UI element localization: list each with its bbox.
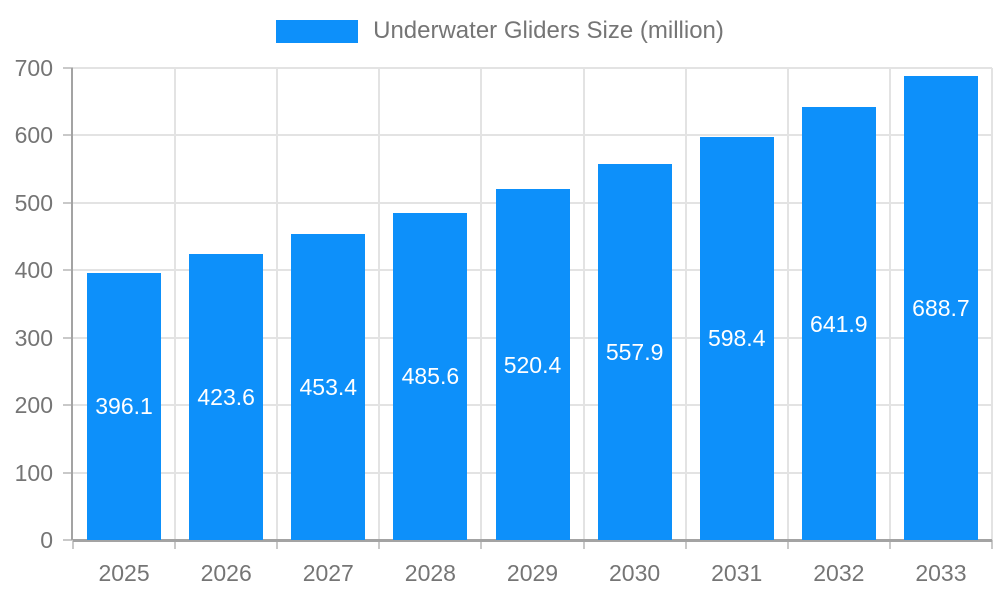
legend-label: Underwater Gliders Size (million) [373, 17, 724, 44]
gridline-vertical [582, 68, 585, 540]
x-axis-tick-mark [888, 540, 891, 549]
x-axis-tick-label: 2033 [915, 560, 967, 586]
y-axis-tick-label: 200 [14, 392, 53, 419]
x-axis-tick-mark [582, 540, 585, 549]
y-axis-tick-label: 600 [14, 122, 53, 149]
bar-2025[interactable]: 396.1 [87, 272, 162, 540]
legend-item[interactable]: Underwater Gliders Size (million) [0, 17, 1000, 45]
gridline-vertical [684, 68, 687, 540]
bar-value-label: 520.4 [503, 351, 562, 378]
bar-value-label: 453.4 [299, 374, 358, 401]
x-axis-tick-label: 2031 [711, 560, 763, 586]
x-axis-tick-mark [786, 540, 789, 549]
x-axis-tick-mark [276, 540, 279, 549]
bar-2029[interactable]: 520.4 [495, 189, 570, 540]
y-axis-tick-label: 0 [40, 527, 53, 553]
gridline-vertical [991, 68, 993, 540]
y-axis-tick-label: 500 [14, 189, 53, 216]
y-axis-tick-mark [63, 539, 73, 541]
bar-2027[interactable]: 453.4 [291, 234, 366, 540]
gridline-vertical [174, 68, 177, 540]
x-axis-tick-mark [72, 540, 74, 549]
gridline-horizontal [73, 134, 992, 137]
gridline-vertical [786, 68, 789, 540]
bar-2031[interactable]: 598.4 [699, 136, 774, 540]
bar-value-label: 423.6 [197, 384, 255, 411]
y-axis-tick-label: 300 [14, 324, 53, 351]
bar-2033[interactable]: 688.7 [903, 75, 978, 540]
x-axis-tick-mark [684, 540, 687, 549]
y-axis-tick-label: 700 [14, 55, 53, 81]
y-axis-tick-label: 100 [14, 459, 53, 486]
x-axis-tick-label: 2026 [200, 560, 252, 586]
bar-2026[interactable]: 423.6 [189, 254, 264, 540]
y-axis-tick-mark [63, 201, 73, 204]
y-axis-tick-mark [63, 471, 73, 474]
x-axis-tick-mark [991, 540, 993, 549]
y-axis-tick-label: 400 [14, 257, 53, 284]
x-axis-tick-label: 2025 [98, 560, 150, 586]
y-axis-tick-mark [63, 67, 73, 69]
x-axis-tick-mark [378, 540, 381, 549]
y-axis-tick-mark [63, 134, 73, 137]
bar-value-label: 688.7 [912, 294, 970, 321]
bar-value-label: 485.6 [401, 363, 460, 390]
bar-2032[interactable]: 641.9 [801, 107, 876, 540]
gridline-vertical [888, 68, 891, 540]
gridline-vertical [378, 68, 381, 540]
y-axis-line [71, 68, 73, 540]
gridline-vertical [276, 68, 279, 540]
bar-2030[interactable]: 557.9 [597, 163, 672, 540]
x-axis-tick-label: 2028 [404, 560, 456, 586]
x-axis-tick-mark [480, 540, 483, 549]
y-axis-tick-mark [63, 336, 73, 339]
bar-value-label: 557.9 [605, 338, 664, 365]
x-axis-tick-mark [174, 540, 177, 549]
bar-value-label: 396.1 [95, 393, 153, 420]
bar-2028[interactable]: 485.6 [393, 212, 468, 540]
bar-value-label: 598.4 [707, 325, 766, 352]
x-axis-tick-label: 2029 [506, 560, 559, 586]
legend-swatch [276, 19, 359, 43]
x-axis-tick-label: 2027 [302, 560, 354, 586]
bar-value-label: 641.9 [810, 310, 868, 337]
x-axis-line [73, 539, 992, 542]
x-axis-tick-label: 2030 [609, 560, 661, 586]
y-axis-tick-mark [63, 404, 73, 407]
y-axis-tick-mark [63, 269, 73, 272]
x-axis-tick-label: 2032 [813, 560, 865, 586]
gridline-horizontal [73, 67, 992, 69]
gridline-vertical [480, 68, 483, 540]
